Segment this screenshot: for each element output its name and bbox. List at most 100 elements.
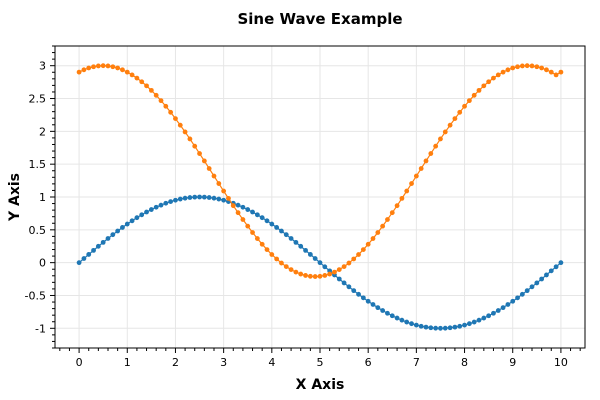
data-point	[95, 63, 101, 69]
data-point	[452, 324, 458, 330]
data-point	[298, 271, 304, 277]
data-point	[332, 269, 337, 275]
data-point	[409, 321, 414, 327]
data-point	[283, 264, 289, 269]
data-point	[389, 313, 395, 319]
data-point	[216, 196, 222, 202]
data-point	[486, 313, 492, 319]
data-point	[394, 203, 400, 209]
data-point	[365, 298, 371, 304]
y-tick-label: 0	[39, 257, 46, 270]
data-point	[173, 116, 178, 122]
data-point	[558, 260, 564, 266]
y-axis-title: Y Axis	[7, 173, 23, 222]
data-point	[365, 241, 371, 247]
data-point	[76, 69, 82, 75]
x-tick-label: 4	[268, 356, 275, 369]
data-point	[519, 291, 525, 297]
data-point	[187, 136, 193, 142]
data-point	[269, 252, 275, 257]
data-point	[293, 269, 299, 275]
data-point	[317, 273, 323, 279]
data-point	[177, 196, 183, 202]
data-point	[404, 188, 410, 194]
data-point	[399, 195, 405, 201]
data-point	[529, 284, 535, 290]
data-point	[466, 321, 472, 327]
data-point	[235, 202, 241, 208]
data-point	[124, 69, 130, 75]
data-point	[515, 295, 520, 301]
data-point	[81, 256, 87, 261]
data-point	[524, 63, 530, 69]
data-point	[279, 228, 284, 234]
x-tick-label: 2	[172, 356, 179, 369]
data-point	[197, 194, 202, 200]
data-point	[100, 239, 106, 245]
data-point	[303, 247, 308, 253]
data-point	[491, 310, 496, 316]
data-point	[288, 267, 294, 273]
data-point	[462, 322, 467, 328]
data-point	[399, 317, 405, 323]
y-tick-label: 1	[39, 191, 46, 204]
data-point	[539, 276, 545, 282]
data-point	[505, 67, 511, 73]
data-point	[548, 69, 554, 75]
x-axis: 0 1 2 3 4 5 6 7 8 9 10	[59, 348, 581, 369]
data-point	[168, 109, 174, 115]
data-point	[481, 83, 487, 89]
data-point	[476, 87, 482, 93]
data-point	[375, 305, 381, 311]
data-point	[418, 323, 424, 329]
data-point	[211, 173, 217, 179]
data-point	[548, 268, 554, 274]
data-point	[269, 221, 275, 227]
data-point	[95, 243, 101, 249]
data-point	[495, 72, 501, 78]
data-point	[539, 65, 545, 71]
data-point	[510, 65, 516, 71]
x-tick-label: 6	[365, 356, 372, 369]
x-tick-label: 5	[317, 356, 324, 369]
data-point	[298, 243, 304, 249]
data-point	[192, 143, 198, 149]
data-point	[360, 295, 366, 301]
x-tick-label: 7	[413, 356, 420, 369]
data-point	[235, 210, 241, 216]
series-1	[76, 194, 564, 331]
data-point	[115, 65, 121, 71]
data-point	[375, 230, 381, 235]
data-point	[221, 188, 227, 194]
data-point	[544, 67, 549, 73]
data-point	[91, 247, 96, 253]
data-point	[505, 302, 511, 307]
data-point	[216, 181, 222, 186]
data-point	[100, 63, 106, 69]
data-point	[380, 223, 386, 229]
data-point	[491, 75, 496, 81]
data-point	[163, 200, 169, 206]
data-point	[312, 274, 318, 279]
data-point	[433, 325, 439, 331]
data-point	[336, 267, 342, 273]
data-point	[187, 195, 193, 200]
data-point	[544, 272, 549, 278]
data-point	[500, 305, 506, 311]
data-point	[322, 264, 328, 270]
data-point	[293, 239, 299, 245]
y-tick-label: 2	[39, 125, 46, 138]
data-point	[245, 223, 251, 229]
y-axis: -1 -0.5 0 0.5 1 1.5 2 2.5 3	[25, 45, 55, 349]
data-point	[418, 166, 424, 171]
data-point	[360, 247, 366, 252]
data-point	[534, 64, 540, 70]
data-point	[91, 64, 96, 70]
data-point	[447, 122, 453, 128]
data-point	[240, 204, 246, 210]
data-point	[370, 236, 376, 241]
data-point	[341, 264, 347, 269]
data-point	[529, 63, 535, 69]
data-point	[76, 260, 82, 266]
